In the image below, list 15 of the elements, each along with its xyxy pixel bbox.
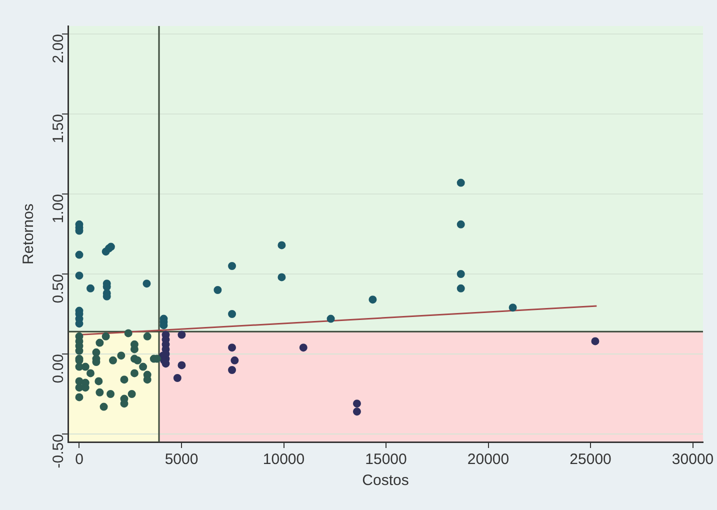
y-tick-label: 0.00 [50,354,68,384]
x-axis-title: Costos [362,472,409,490]
x-tick-label: 30000 [672,451,714,468]
x-tick-label: 10000 [262,451,305,468]
x-tick-label: 5000 [164,451,198,468]
y-tick-label: 1.00 [50,194,68,224]
x-tick-label: 20000 [467,451,510,468]
y-tick-label: 1.50 [50,114,68,144]
y-axis-title: Retornos [20,204,38,264]
x-tick-label: 0 [75,451,84,468]
x-tick-label: 15000 [365,451,407,468]
x-tick-label: 25000 [570,451,612,468]
y-tick-label: 2.00 [50,34,68,64]
y-tick-label: -0.50 [50,434,68,468]
y-tick-label: 0.50 [50,274,68,304]
